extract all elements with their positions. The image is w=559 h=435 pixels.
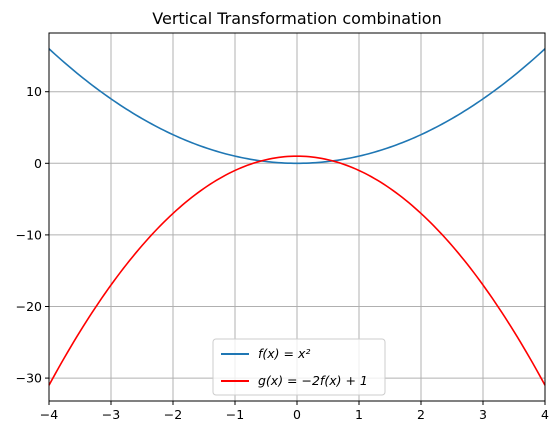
x-tick-label: 1: [355, 407, 363, 422]
x-tick-label: −2: [164, 407, 182, 422]
plot-lines: [48, 48, 546, 386]
legend-box: [212, 338, 386, 396]
x-tick-label: −4: [40, 407, 58, 422]
x-tick-label: 0: [293, 407, 301, 422]
x-tick-label: −3: [102, 407, 120, 422]
legend: f(x) = x² g(x) = −2f(x) + 1: [212, 338, 386, 396]
x-tick-label: 3: [479, 407, 487, 422]
x-tick-label: 2: [417, 407, 425, 422]
y-tick-label: 0: [34, 156, 42, 171]
series-line-g: [48, 155, 546, 386]
y-tick-label: 10: [26, 84, 42, 99]
chart-title: Vertical Transformation combination: [152, 9, 441, 28]
y-tick-label: −20: [16, 299, 42, 314]
legend-label-g: g(x) = −2f(x) + 1: [258, 373, 368, 388]
series-line-f: [48, 48, 546, 165]
x-tick-label: 4: [541, 407, 549, 422]
x-tick-label: −1: [226, 407, 244, 422]
y-tick-label: −30: [16, 371, 42, 386]
legend-label-f: f(x) = x²: [258, 346, 310, 361]
y-tick-label: −10: [16, 227, 42, 242]
